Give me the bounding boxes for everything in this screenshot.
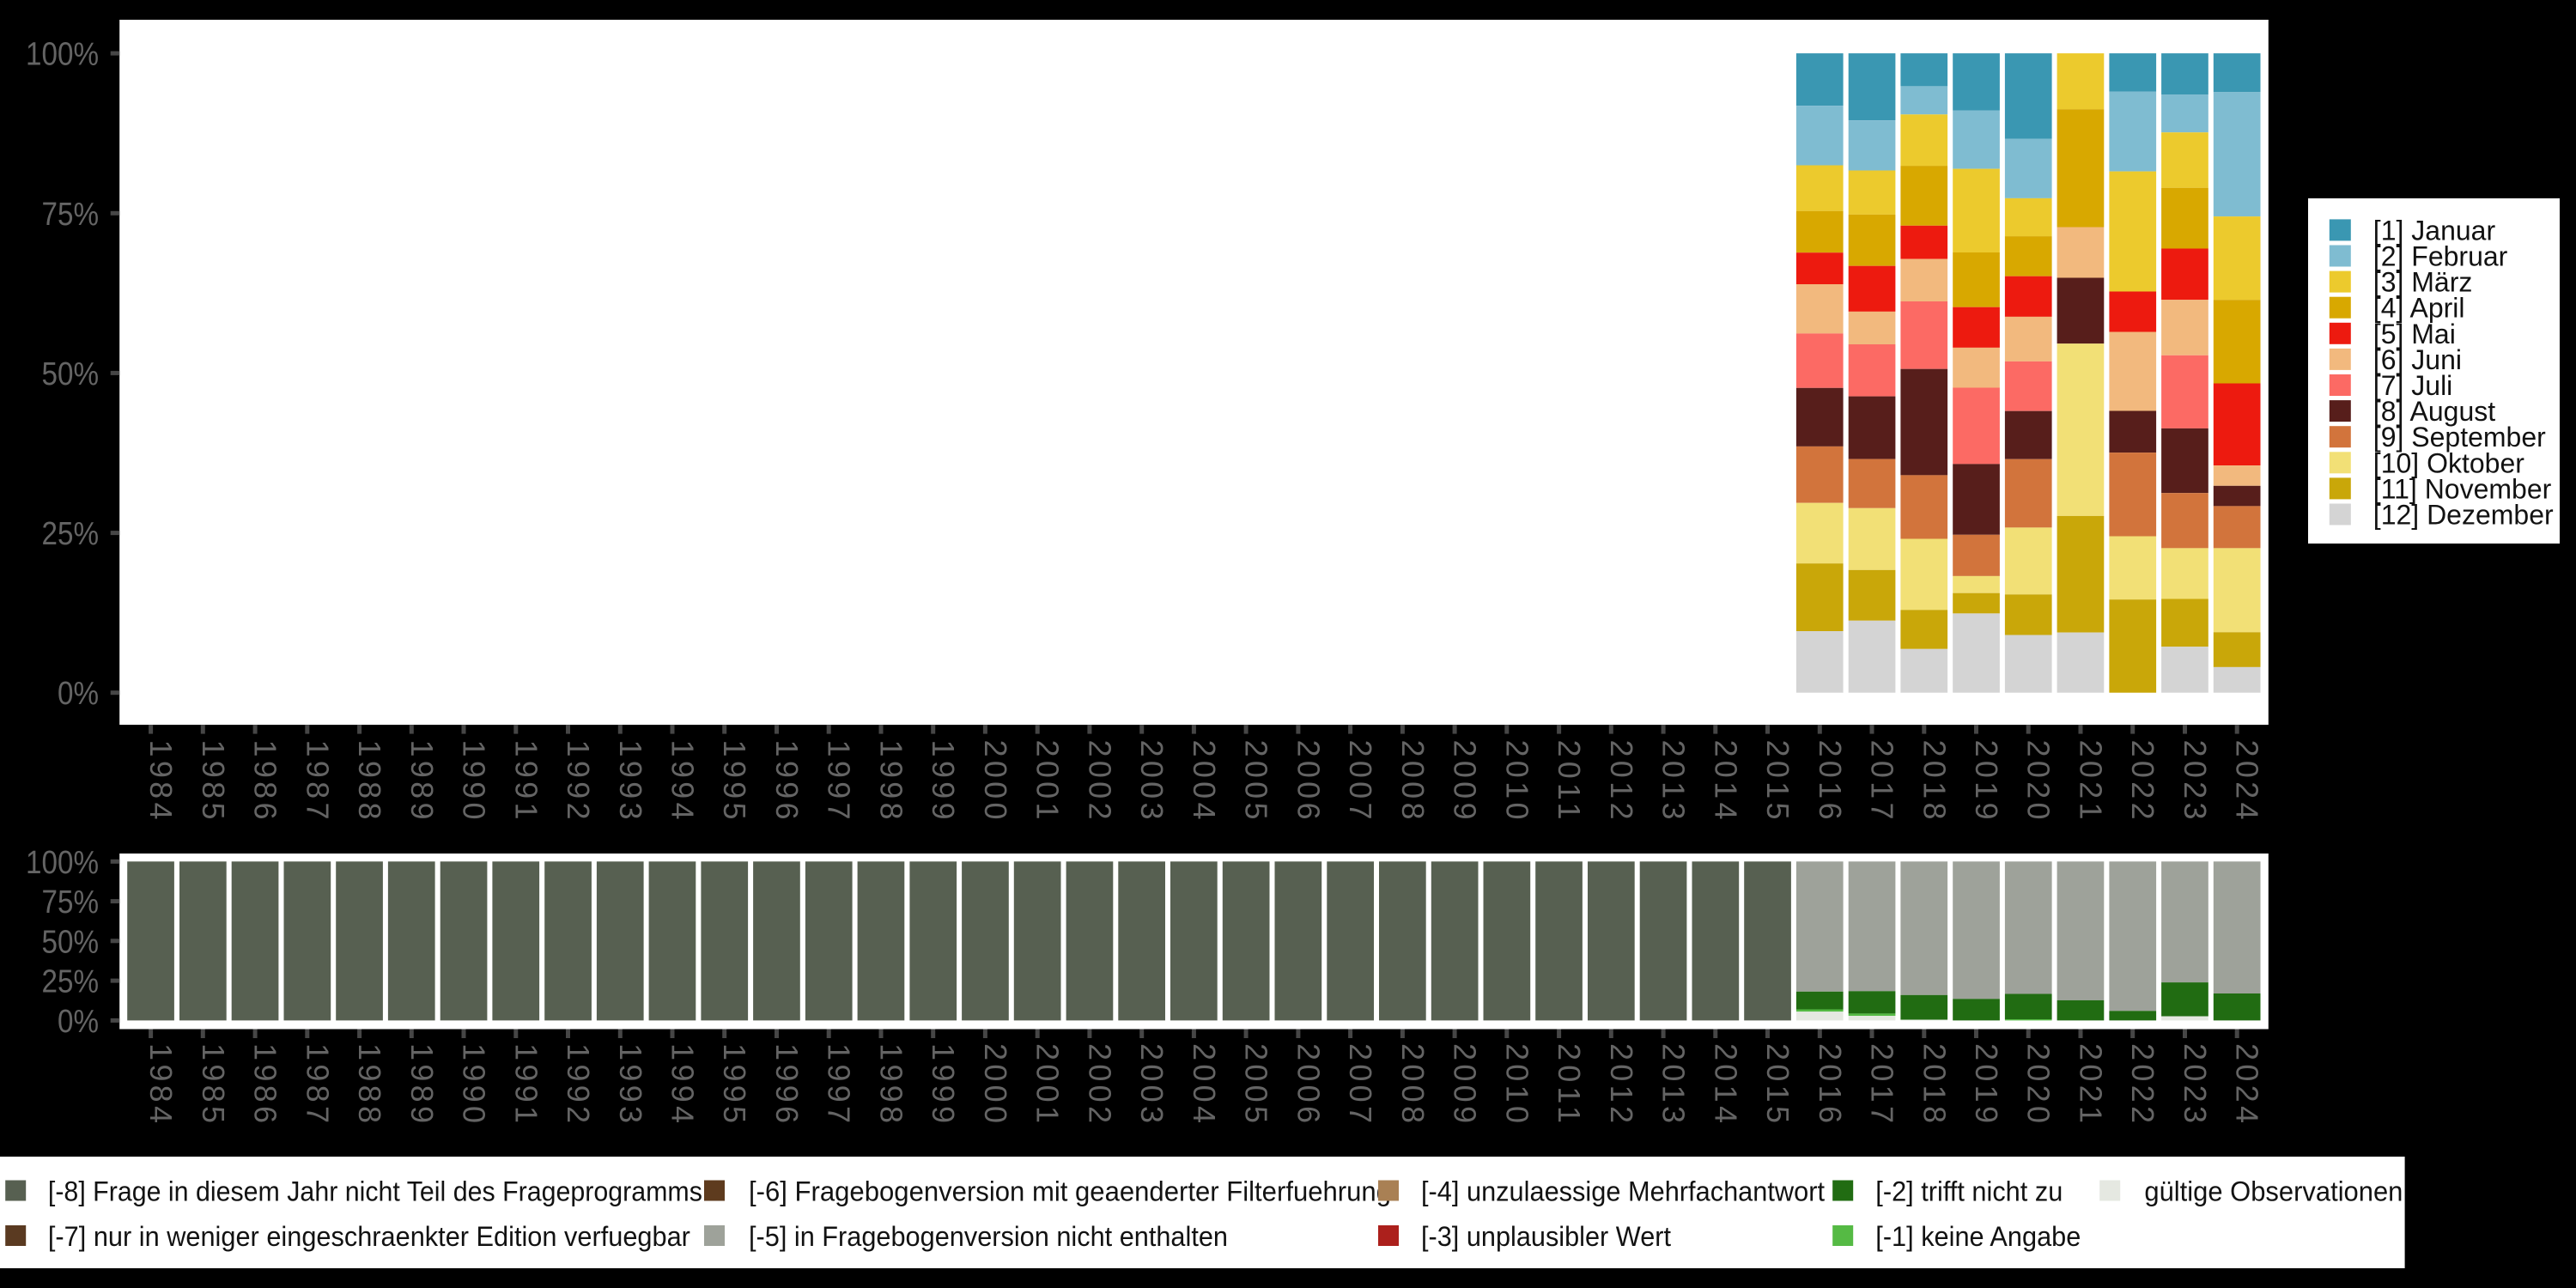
svg-text:[5] Mai: [5] Mai	[2373, 319, 2456, 349]
svg-text:[4] April: [4] April	[2373, 293, 2465, 324]
svg-text:50%: 50%	[42, 924, 100, 960]
svg-text:[-3] unplausibler Wert: [-3] unplausibler Wert	[1421, 1221, 1671, 1252]
svg-text:25%: 25%	[42, 964, 100, 1000]
svg-text:[11] November: [11] November	[2373, 473, 2552, 504]
svg-text:[-1] keine Angabe: [-1] keine Angabe	[1875, 1221, 2081, 1252]
svg-text:[-4] unzulaessige Mehrfachantw: [-4] unzulaessige Mehrfachantwort	[1421, 1176, 1825, 1206]
svg-text:gültige Observationen: gültige Observationen	[2144, 1176, 2403, 1206]
svg-text:[7] Juli: [7] Juli	[2373, 370, 2452, 401]
svg-text:[-6] Fragebogenversion mit gea: [-6] Fragebogenversion mit geaenderter F…	[749, 1176, 1391, 1206]
svg-text:75%: 75%	[42, 197, 100, 233]
svg-text:0%: 0%	[58, 1004, 99, 1040]
svg-text:100%: 100%	[26, 845, 99, 881]
svg-text:[9] September: [9] September	[2373, 422, 2546, 453]
svg-text:[3] März: [3] März	[2373, 267, 2473, 298]
svg-text:[10] Oktober: [10] Oktober	[2373, 447, 2524, 478]
svg-text:25%: 25%	[42, 516, 100, 552]
svg-text:[1] Januar: [1] Januar	[2373, 215, 2496, 246]
svg-text:[-5] in Fragebogenversion nich: [-5] in Fragebogenversion nicht enthalte…	[749, 1221, 1228, 1252]
svg-text:100%: 100%	[26, 37, 99, 73]
svg-text:[8] August: [8] August	[2373, 396, 2495, 427]
svg-text:50%: 50%	[42, 356, 100, 392]
svg-text:[6] Juni: [6] Juni	[2373, 344, 2462, 375]
svg-text:[-2] trifft nicht zu: [-2] trifft nicht zu	[1875, 1176, 2063, 1206]
svg-text:[2] Februar: [2] Februar	[2373, 241, 2508, 272]
svg-text:75%: 75%	[42, 884, 100, 920]
svg-text:0%: 0%	[58, 676, 99, 712]
svg-text:[-8] Frage in diesem Jahr nich: [-8] Frage in diesem Jahr nicht Teil des…	[48, 1176, 702, 1206]
svg-text:[12] Dezember: [12] Dezember	[2373, 500, 2554, 531]
svg-text:[-7] nur in weniger eingeschra: [-7] nur in weniger eingeschraenkter Edi…	[48, 1221, 690, 1252]
